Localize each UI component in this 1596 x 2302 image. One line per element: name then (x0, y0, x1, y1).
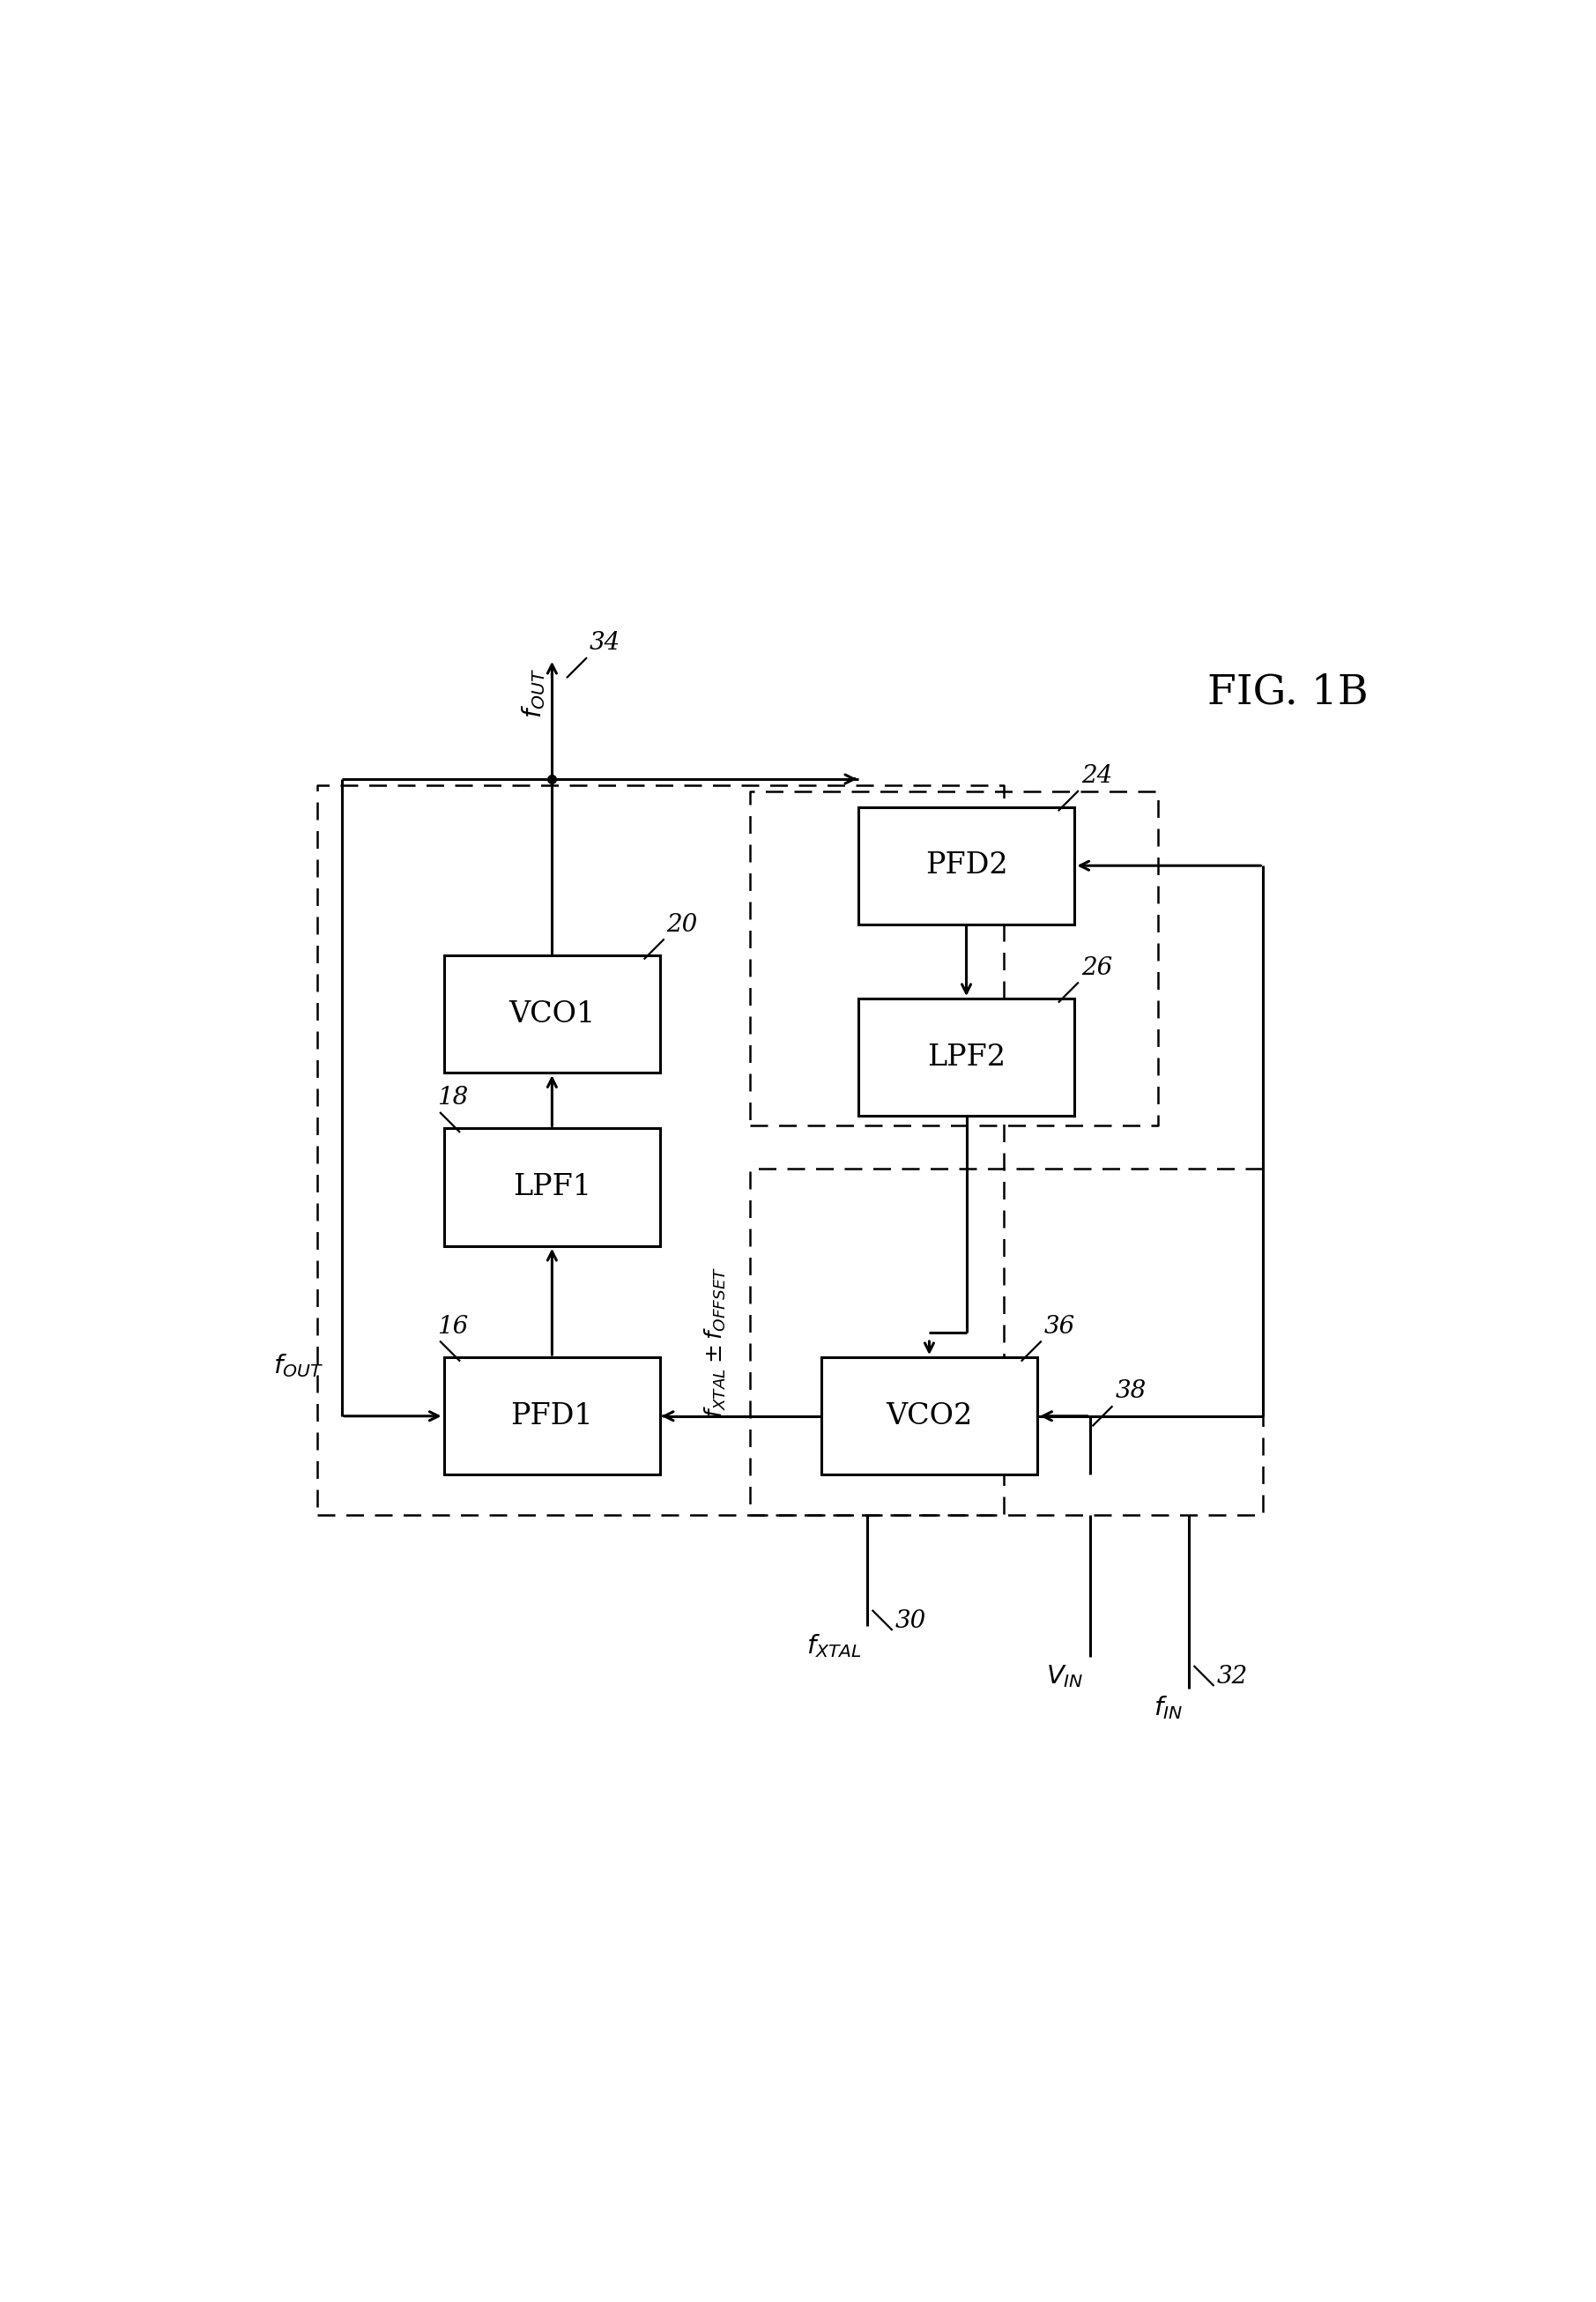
Text: 38: 38 (1116, 1379, 1146, 1404)
Text: $f_{IN}$: $f_{IN}$ (1154, 1694, 1183, 1722)
Text: $f_{XTAL}\pm f_{OFFSET}$: $f_{XTAL}\pm f_{OFFSET}$ (704, 1266, 728, 1418)
Text: 34: 34 (589, 631, 621, 656)
Text: 24: 24 (1080, 764, 1112, 787)
Text: $f_{OUT}$: $f_{OUT}$ (520, 668, 547, 718)
Text: 20: 20 (667, 914, 697, 937)
Text: 30: 30 (895, 1609, 926, 1632)
Text: VCO1: VCO1 (509, 999, 595, 1029)
Text: $f_{OUT}$: $f_{OUT}$ (273, 1351, 324, 1379)
FancyBboxPatch shape (820, 1358, 1037, 1476)
FancyBboxPatch shape (444, 1128, 661, 1245)
Text: PFD1: PFD1 (511, 1402, 594, 1430)
Text: LPF2: LPF2 (927, 1043, 1005, 1070)
Text: 16: 16 (437, 1314, 469, 1337)
FancyBboxPatch shape (859, 999, 1074, 1116)
FancyBboxPatch shape (444, 1358, 661, 1476)
Text: 36: 36 (1044, 1314, 1076, 1337)
Text: FIG. 1B: FIG. 1B (1208, 672, 1368, 711)
FancyBboxPatch shape (444, 955, 661, 1073)
FancyBboxPatch shape (859, 808, 1074, 925)
Text: LPF1: LPF1 (512, 1174, 591, 1202)
Text: PFD2: PFD2 (926, 852, 1007, 879)
Text: 18: 18 (437, 1087, 469, 1110)
Text: $f_{XTAL}$: $f_{XTAL}$ (806, 1632, 862, 1660)
Text: 26: 26 (1080, 955, 1112, 981)
Text: VCO2: VCO2 (886, 1402, 972, 1430)
Text: $V_{IN}$: $V_{IN}$ (1047, 1664, 1084, 1690)
Text: 32: 32 (1216, 1664, 1248, 1687)
